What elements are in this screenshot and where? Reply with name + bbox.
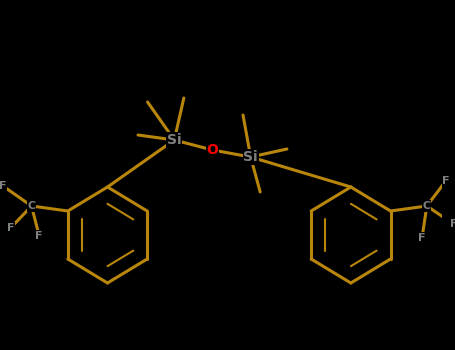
Text: O: O — [207, 143, 218, 157]
Text: F: F — [442, 176, 450, 186]
Text: F: F — [450, 219, 455, 229]
Text: Si: Si — [167, 133, 182, 147]
Text: F: F — [35, 231, 43, 241]
Text: C: C — [423, 201, 431, 211]
Text: F: F — [418, 233, 426, 243]
Text: F: F — [0, 181, 7, 191]
Text: C: C — [27, 201, 35, 211]
Text: F: F — [7, 223, 14, 233]
Text: Si: Si — [243, 150, 258, 164]
